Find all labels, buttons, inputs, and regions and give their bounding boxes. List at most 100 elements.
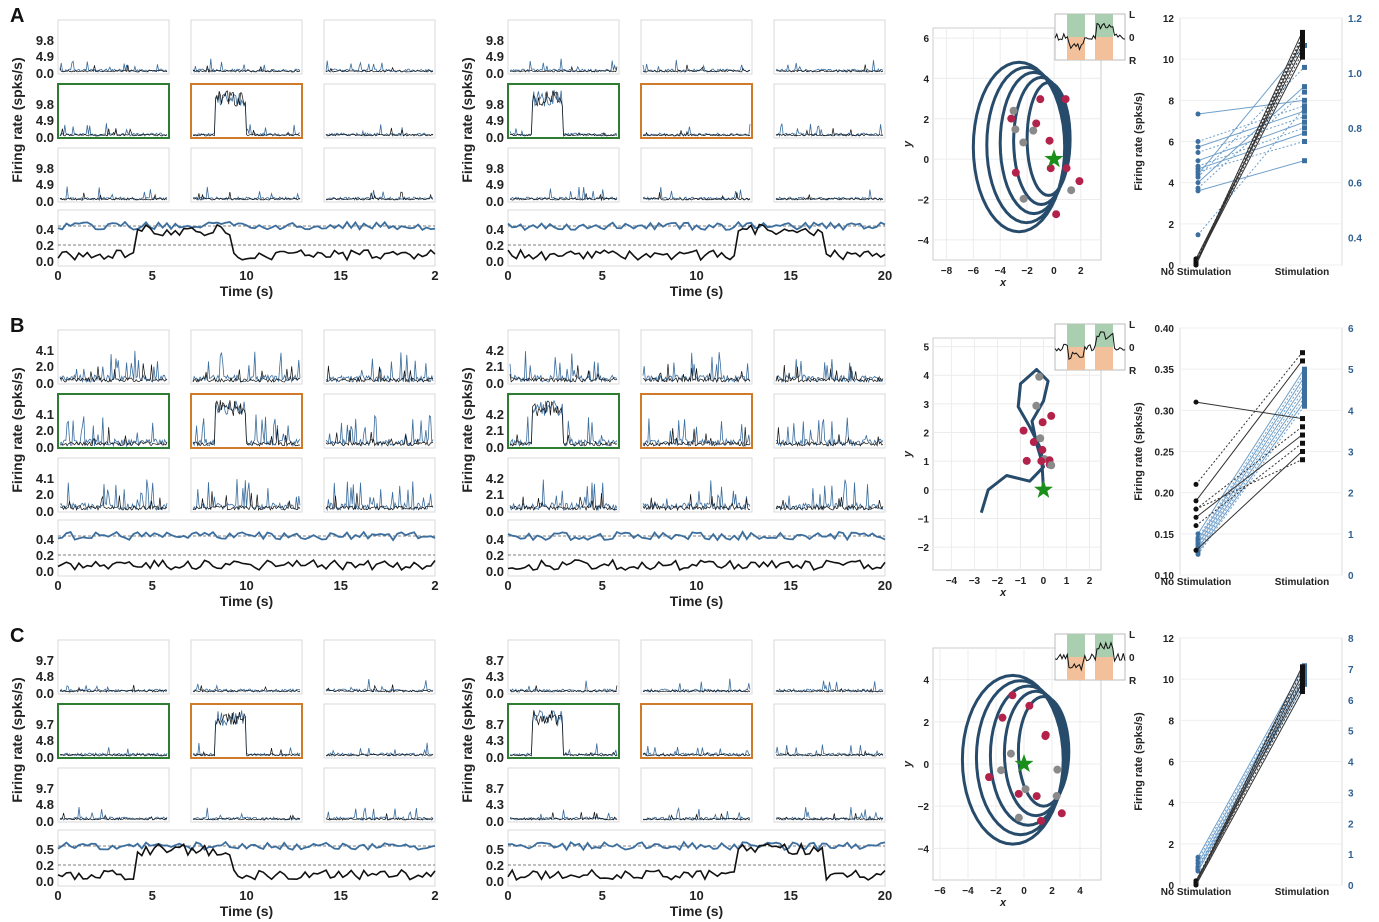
bottom-tick-label: 0.2	[486, 548, 504, 563]
raster-B-right: 4.22.10.04.22.10.04.22.10.00.40.20.00 5 10…	[459, 329, 892, 609]
raster-cell	[57, 639, 170, 695]
right-tick-label: 5	[1348, 727, 1354, 738]
bottom-strip	[507, 829, 886, 887]
red-dot	[1025, 701, 1034, 710]
category-label: Stimulation	[1275, 267, 1329, 278]
summary-trace-black	[507, 223, 886, 262]
raster-trace-black	[775, 687, 884, 693]
inset-label-R: R	[1129, 56, 1137, 67]
raster-trace-black	[642, 192, 751, 201]
blue-point	[1195, 158, 1201, 164]
x-tick-label: 20	[878, 888, 892, 903]
raster-trace-black	[59, 128, 168, 137]
raster-cell	[190, 767, 303, 823]
black-point	[1300, 672, 1305, 678]
raster-cell	[190, 639, 303, 695]
raster-trace-black	[59, 192, 168, 201]
grid-tick-label: 0.0	[36, 66, 54, 81]
raster-cell	[640, 703, 753, 759]
grey-dot	[1019, 194, 1028, 203]
category-label: Stimulation	[1275, 577, 1329, 588]
x-axis-title: Time (s)	[670, 593, 723, 609]
raster-trace-black	[325, 66, 434, 73]
summary-trace-blue	[57, 220, 436, 231]
inset: L 0 R	[1054, 630, 1137, 687]
raster-trace-black	[59, 427, 168, 447]
inset-green-block	[1067, 634, 1085, 657]
blue-point	[1302, 387, 1307, 393]
left-tick-label: 12	[1163, 14, 1175, 25]
y-axis-title: Firing rate (spks/s)	[459, 57, 475, 182]
black-pair-line	[1195, 687, 1303, 884]
blue-point	[1302, 374, 1307, 380]
raster-trace-blue	[192, 186, 301, 201]
raster-cell	[773, 19, 886, 75]
left-tick-label: 6	[1168, 758, 1174, 769]
y-axis-title: Firing rate (spks/s)	[459, 367, 475, 492]
grid-tick-label: 8.7	[486, 717, 504, 732]
inset: L 0 R	[1054, 10, 1137, 67]
grid-tick-label: 0.0	[36, 376, 54, 391]
bottom-tick-label: 0.0	[486, 564, 504, 579]
raster-trace-black	[325, 753, 434, 757]
raster-trace-blue	[775, 60, 884, 73]
grid-tick-label: 9.8	[486, 97, 504, 112]
summary-trace-black	[507, 558, 886, 571]
y-tick-label: −4	[918, 236, 930, 247]
raster-trace-black	[325, 430, 434, 447]
blue-pair-line	[1197, 401, 1305, 553]
raster-panels: A9.84.90.09.84.90.09.84.90.00.40.20.00 5 1…	[9, 5, 892, 919]
red-dot	[1052, 210, 1061, 219]
raster-trace-black	[775, 194, 884, 201]
x-tick-label: 0	[504, 888, 511, 903]
grid-tick-label: 0.0	[36, 504, 54, 519]
raster-trace-blue	[59, 416, 168, 448]
raster-trace-black	[325, 365, 434, 383]
trajectory-C: −6 −4 −2 0 2 4 4 2 0 −2 −4 x y L 0 R	[902, 630, 1137, 909]
right-tick-label: 0.8	[1348, 124, 1362, 135]
raster-trace-black	[59, 363, 168, 383]
black-pair-line	[1195, 691, 1303, 886]
blue-point	[1302, 383, 1307, 389]
left-tick-label: 0.30	[1155, 406, 1175, 417]
red-dot	[1008, 691, 1017, 700]
raster-trace-black	[775, 364, 884, 383]
grid-tick-label: 8.7	[486, 781, 504, 796]
bottom-tick-label: 0.2	[36, 238, 54, 253]
grey-dot	[1035, 372, 1044, 381]
blue-pair-line	[1197, 368, 1305, 535]
blue-point	[1195, 551, 1201, 557]
blue-point	[1302, 108, 1307, 114]
blue-point	[1195, 868, 1201, 874]
right-tick-label: 2	[1348, 819, 1354, 830]
raster-cell	[507, 19, 620, 75]
raster-trace-black	[509, 193, 618, 202]
red-dot	[1011, 168, 1020, 177]
raster-cell	[507, 83, 620, 139]
y-tick-label: −2	[918, 195, 930, 206]
raster-trace-black	[775, 64, 884, 73]
inset-orange-block	[1067, 347, 1085, 370]
black-point	[1300, 36, 1305, 42]
bottom-tick-label: 0.0	[486, 874, 504, 889]
black-point	[1193, 547, 1199, 553]
bottom-tick-label: 0.4	[36, 532, 55, 547]
black-point	[1300, 350, 1305, 356]
red-dot	[1038, 445, 1047, 454]
red-dot	[1041, 732, 1050, 741]
grey-dot	[1032, 401, 1041, 410]
grid-tick-label: 0.0	[36, 194, 54, 209]
grid-tick-label: 4.2	[486, 343, 504, 358]
blue-point	[1302, 399, 1307, 405]
left-tick-label: 0.10	[1155, 571, 1175, 582]
left-tick-label: 2	[1168, 840, 1174, 851]
red-dot	[1047, 411, 1056, 420]
grid-tick-label: 4.3	[486, 669, 504, 684]
raster-cell	[57, 703, 170, 759]
blue-point	[1302, 379, 1307, 385]
raster-trace-black	[775, 813, 884, 821]
left-tick-label: 10	[1163, 675, 1175, 686]
x-tick-label: 15	[334, 578, 348, 593]
